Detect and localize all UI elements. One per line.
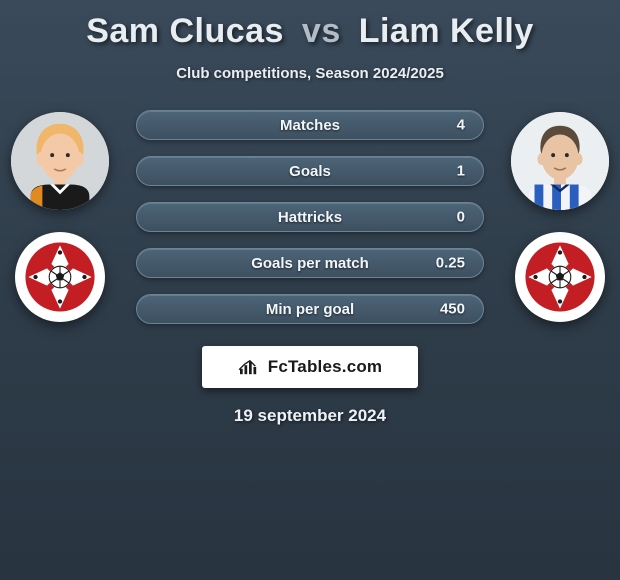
left-column [0, 110, 120, 322]
player1-club-badge [15, 232, 105, 322]
date-label: 19 september 2024 [234, 406, 386, 426]
stat-row-min-per-goal: Min per goal 450 [136, 294, 484, 324]
stat-label: Goals per match [251, 255, 369, 272]
page-title: Sam Clucas vs Liam Kelly [86, 12, 534, 51]
stat-label: Min per goal [266, 301, 354, 318]
player1-portrait-icon [11, 112, 109, 210]
subtitle: Club competitions, Season 2024/2025 [176, 65, 444, 82]
player1-avatar [11, 112, 109, 210]
stat-right-value: 450 [440, 301, 465, 318]
stat-right-value: 4 [457, 117, 465, 134]
rotherham-crest-icon [24, 241, 96, 313]
rotherham-crest-icon [524, 241, 596, 313]
stat-label: Hattricks [278, 209, 342, 226]
title-player2: Liam Kelly [359, 12, 534, 50]
player2-avatar [511, 112, 609, 210]
stat-row-matches: Matches 4 [136, 110, 484, 140]
player2-portrait-icon [511, 112, 609, 210]
stats-list: Matches 4 Goals 1 Hattricks 0 Goals per … [120, 110, 500, 324]
bar-chart-icon [238, 358, 260, 376]
comparison-body: Matches 4 Goals 1 Hattricks 0 Goals per … [0, 110, 620, 324]
title-player1: Sam Clucas [86, 12, 284, 50]
stat-row-goals: Goals 1 [136, 156, 484, 186]
stat-right-value: 0 [457, 209, 465, 226]
title-vs: vs [302, 12, 341, 50]
stat-right-value: 1 [457, 163, 465, 180]
brand-watermark: FcTables.com [202, 346, 418, 388]
stat-right-value: 0.25 [436, 255, 465, 272]
right-column [500, 110, 620, 322]
stat-label: Matches [280, 117, 340, 134]
comparison-card: Sam Clucas vs Liam Kelly Club competitio… [0, 0, 620, 436]
stat-row-goals-per-match: Goals per match 0.25 [136, 248, 484, 278]
stat-row-hattricks: Hattricks 0 [136, 202, 484, 232]
stat-label: Goals [289, 163, 331, 180]
player2-club-badge [515, 232, 605, 322]
brand-name: FcTables.com [268, 357, 383, 377]
